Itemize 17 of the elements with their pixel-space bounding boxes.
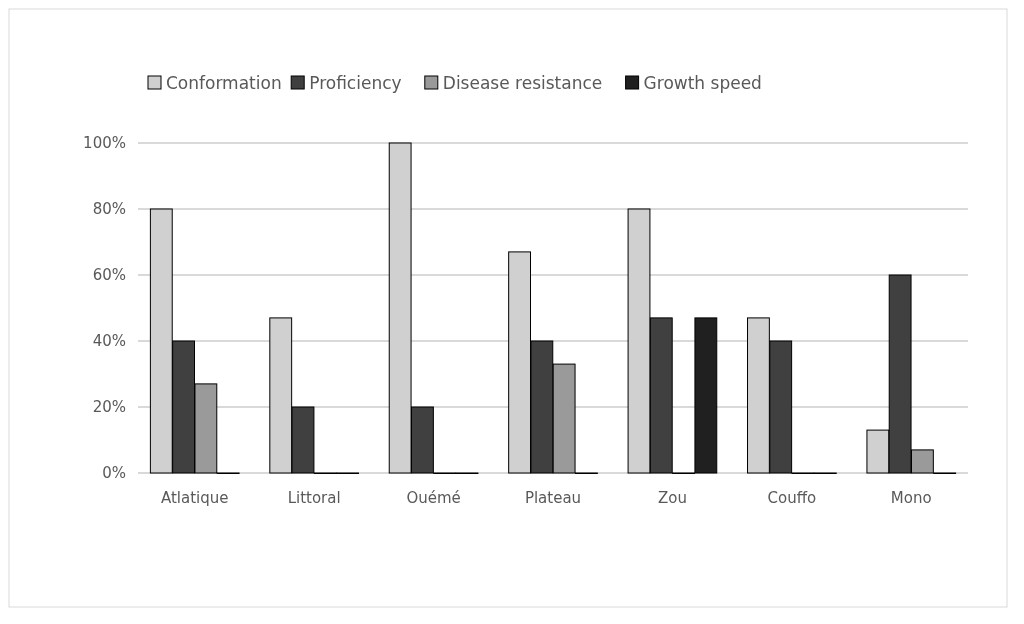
- y-tick-label: 60%: [92, 266, 126, 285]
- x-tick-label: Couffo: [767, 489, 817, 507]
- y-tick-label: 0%: [102, 464, 126, 483]
- x-tick-label: Zou: [657, 489, 687, 507]
- y-tick-label: 20%: [92, 398, 126, 417]
- x-tick-label: Littoral: [287, 489, 341, 507]
- legend-label: Conformation: [166, 72, 282, 93]
- legend-label: Growth speed: [643, 72, 762, 93]
- x-tick-label: Mono: [890, 489, 932, 507]
- x-tick-label: Atlatique: [160, 489, 229, 507]
- x-tick-label: Ouémé: [406, 489, 461, 507]
- y-tick-label: 40%: [92, 332, 126, 351]
- y-tick-label: 100%: [83, 134, 126, 153]
- y-tick-label: 80%: [92, 200, 126, 219]
- x-tick-label: Plateau: [524, 489, 582, 507]
- legend-label: Disease resistance: [442, 72, 603, 93]
- legend-label: Proficiency: [309, 72, 402, 93]
